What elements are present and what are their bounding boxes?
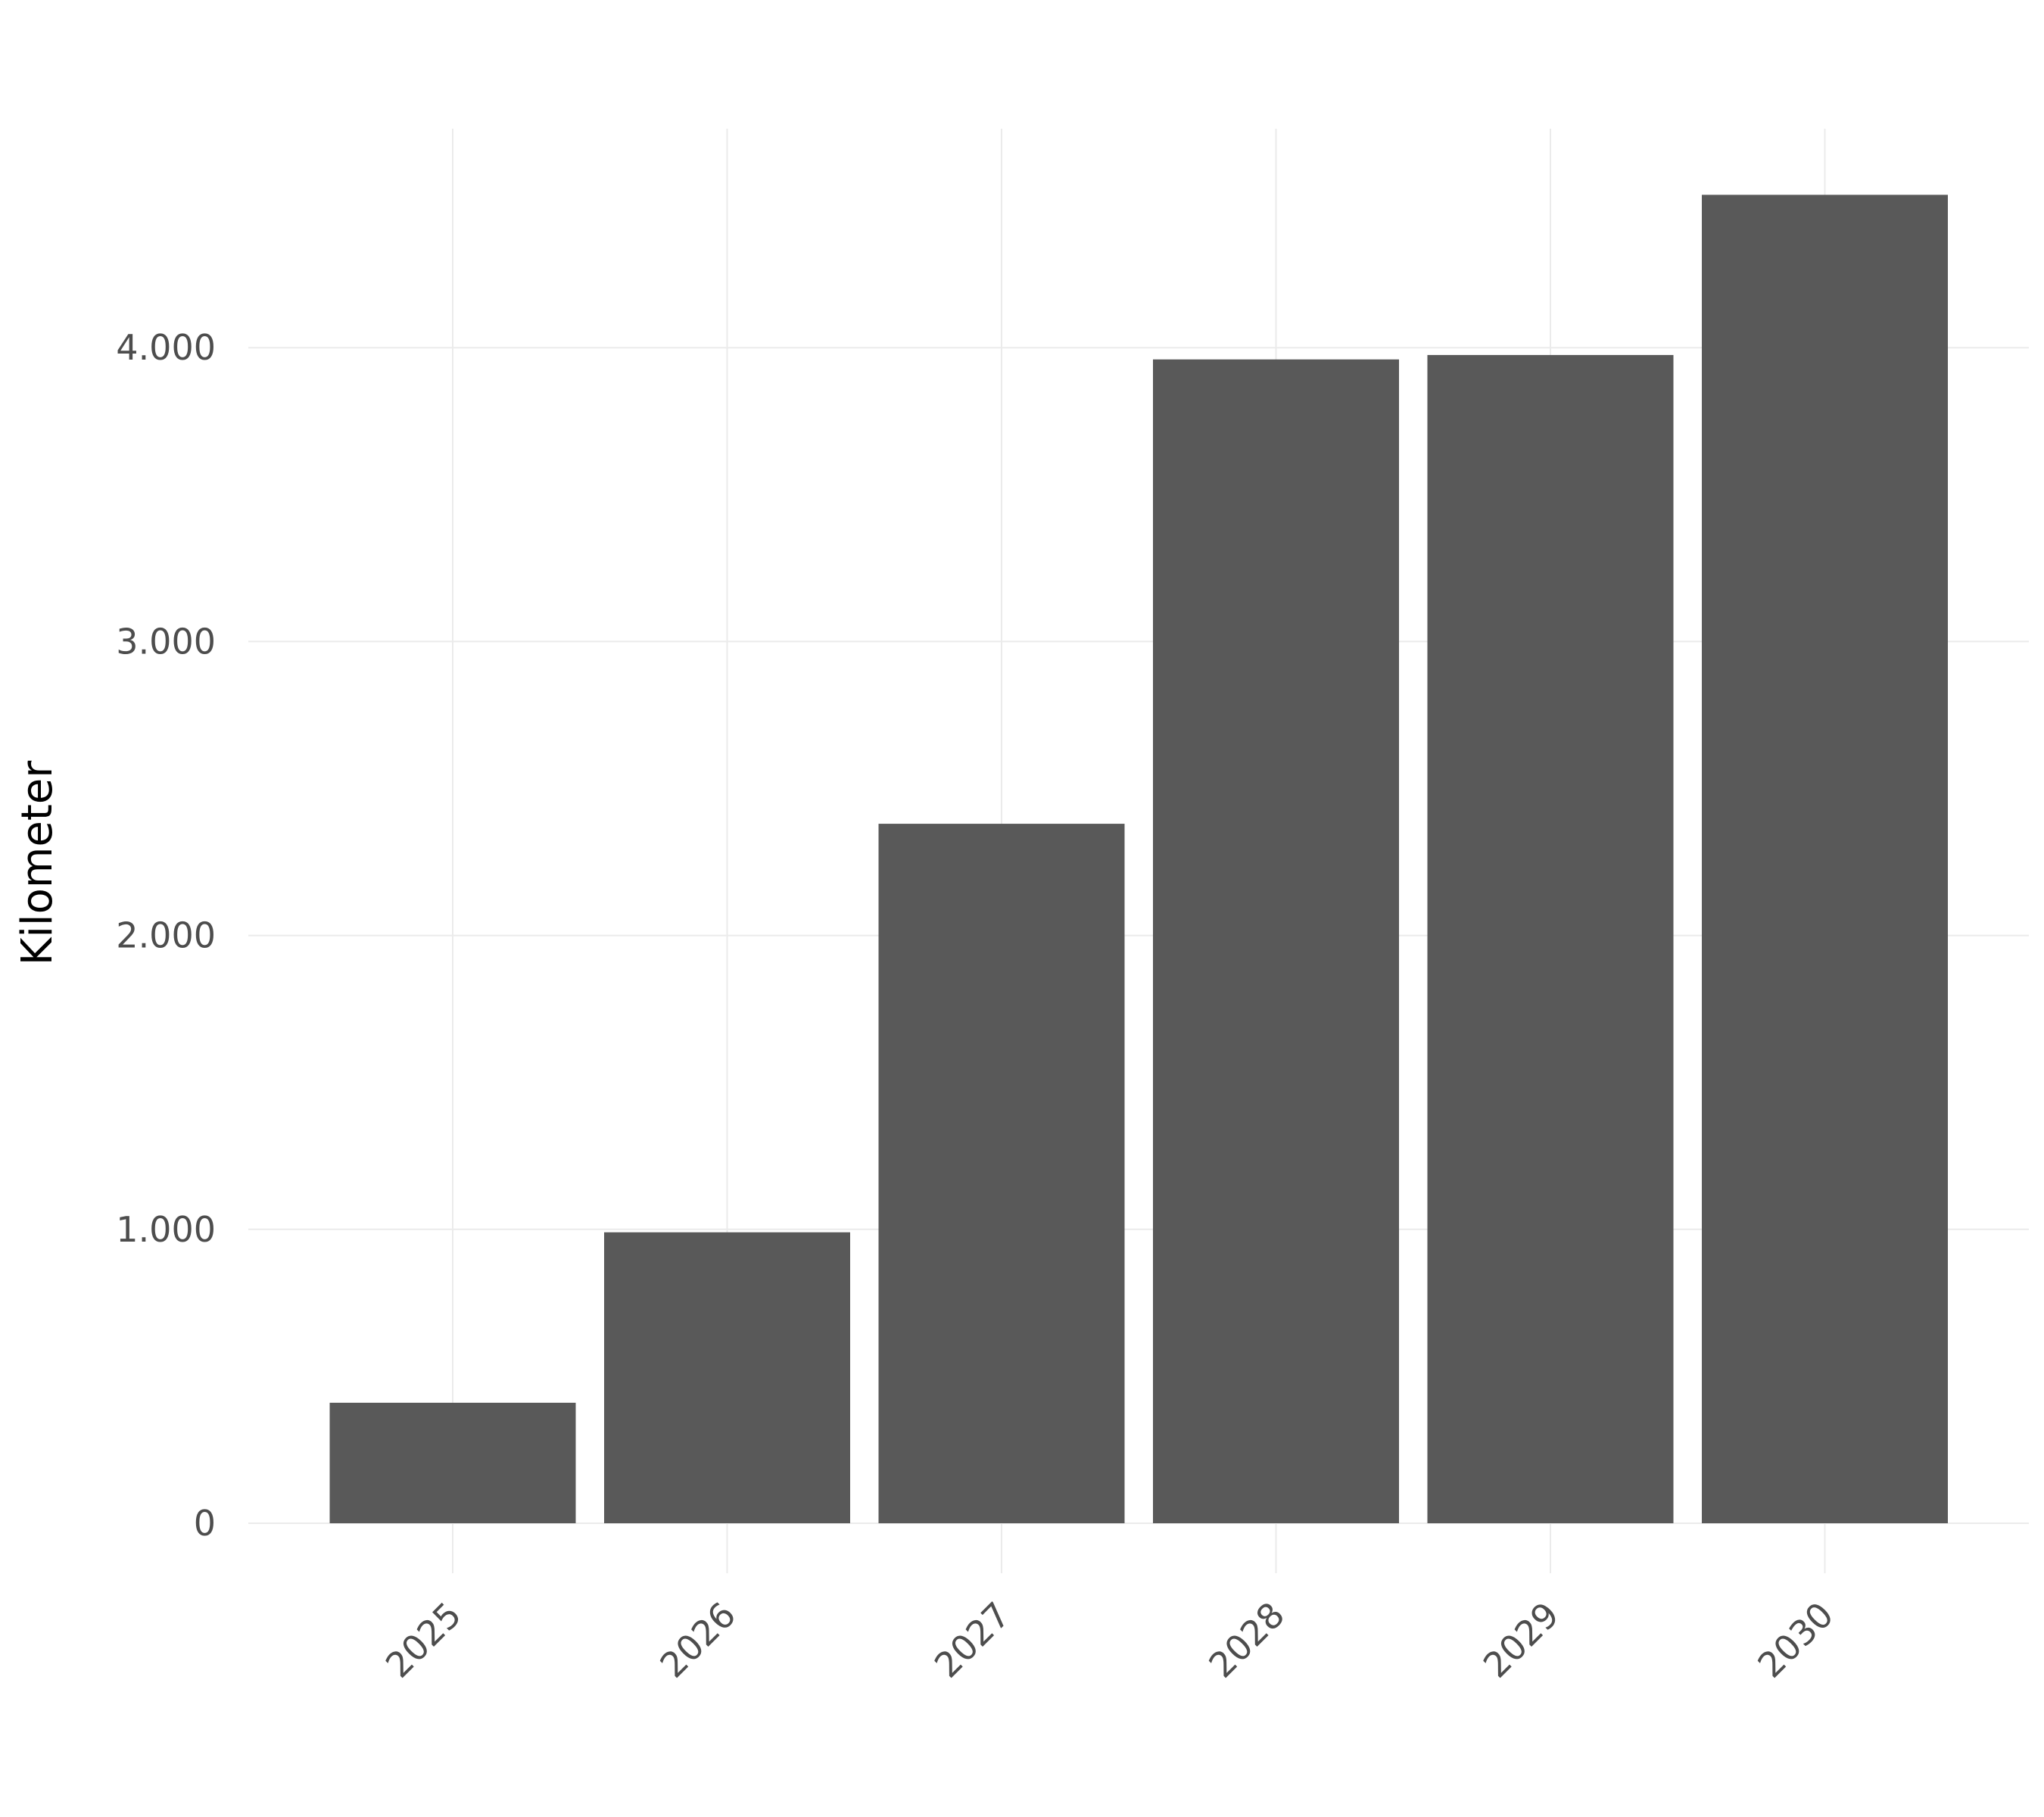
bar-2027 (878, 824, 1125, 1523)
x-tick-label: 2026 (652, 1594, 743, 1686)
x-tick-label: 2025 (378, 1594, 469, 1686)
y-axis-title: Kilometer (13, 760, 62, 966)
bar-2025 (329, 1402, 576, 1523)
x-axis-ticks: 2025 2026 2027 2028 2029 2030 (378, 1594, 1841, 1686)
bar-2029 (1427, 354, 1674, 1523)
y-tick-label: 0 (194, 1503, 216, 1544)
bar-2030 (1702, 195, 1948, 1524)
x-tick-label: 2030 (1750, 1594, 1841, 1686)
x-tick-label: 2027 (927, 1594, 1018, 1686)
y-tick-label: 4.000 (116, 327, 216, 368)
y-tick-label: 2.000 (116, 915, 216, 956)
bars (329, 195, 1948, 1524)
bar-2028 (1153, 359, 1399, 1523)
x-tick-label: 2029 (1475, 1594, 1567, 1686)
bar-2026 (604, 1232, 850, 1523)
y-tick-label: 1.000 (116, 1209, 216, 1250)
y-tick-label: 3.000 (116, 621, 216, 662)
y-axis-ticks: 0 1.000 2.000 3.000 4.000 (116, 327, 216, 1544)
x-tick-label: 2028 (1201, 1594, 1292, 1686)
